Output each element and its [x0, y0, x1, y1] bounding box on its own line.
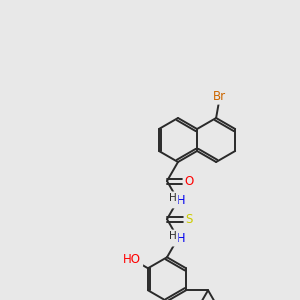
Text: H: H	[169, 193, 177, 203]
Text: S: S	[185, 213, 193, 226]
Text: NH: NH	[169, 232, 187, 245]
Text: NH: NH	[169, 194, 187, 207]
Text: HO: HO	[123, 253, 141, 266]
Text: Br: Br	[213, 90, 226, 103]
Text: H: H	[169, 231, 177, 241]
Text: O: O	[184, 175, 194, 188]
